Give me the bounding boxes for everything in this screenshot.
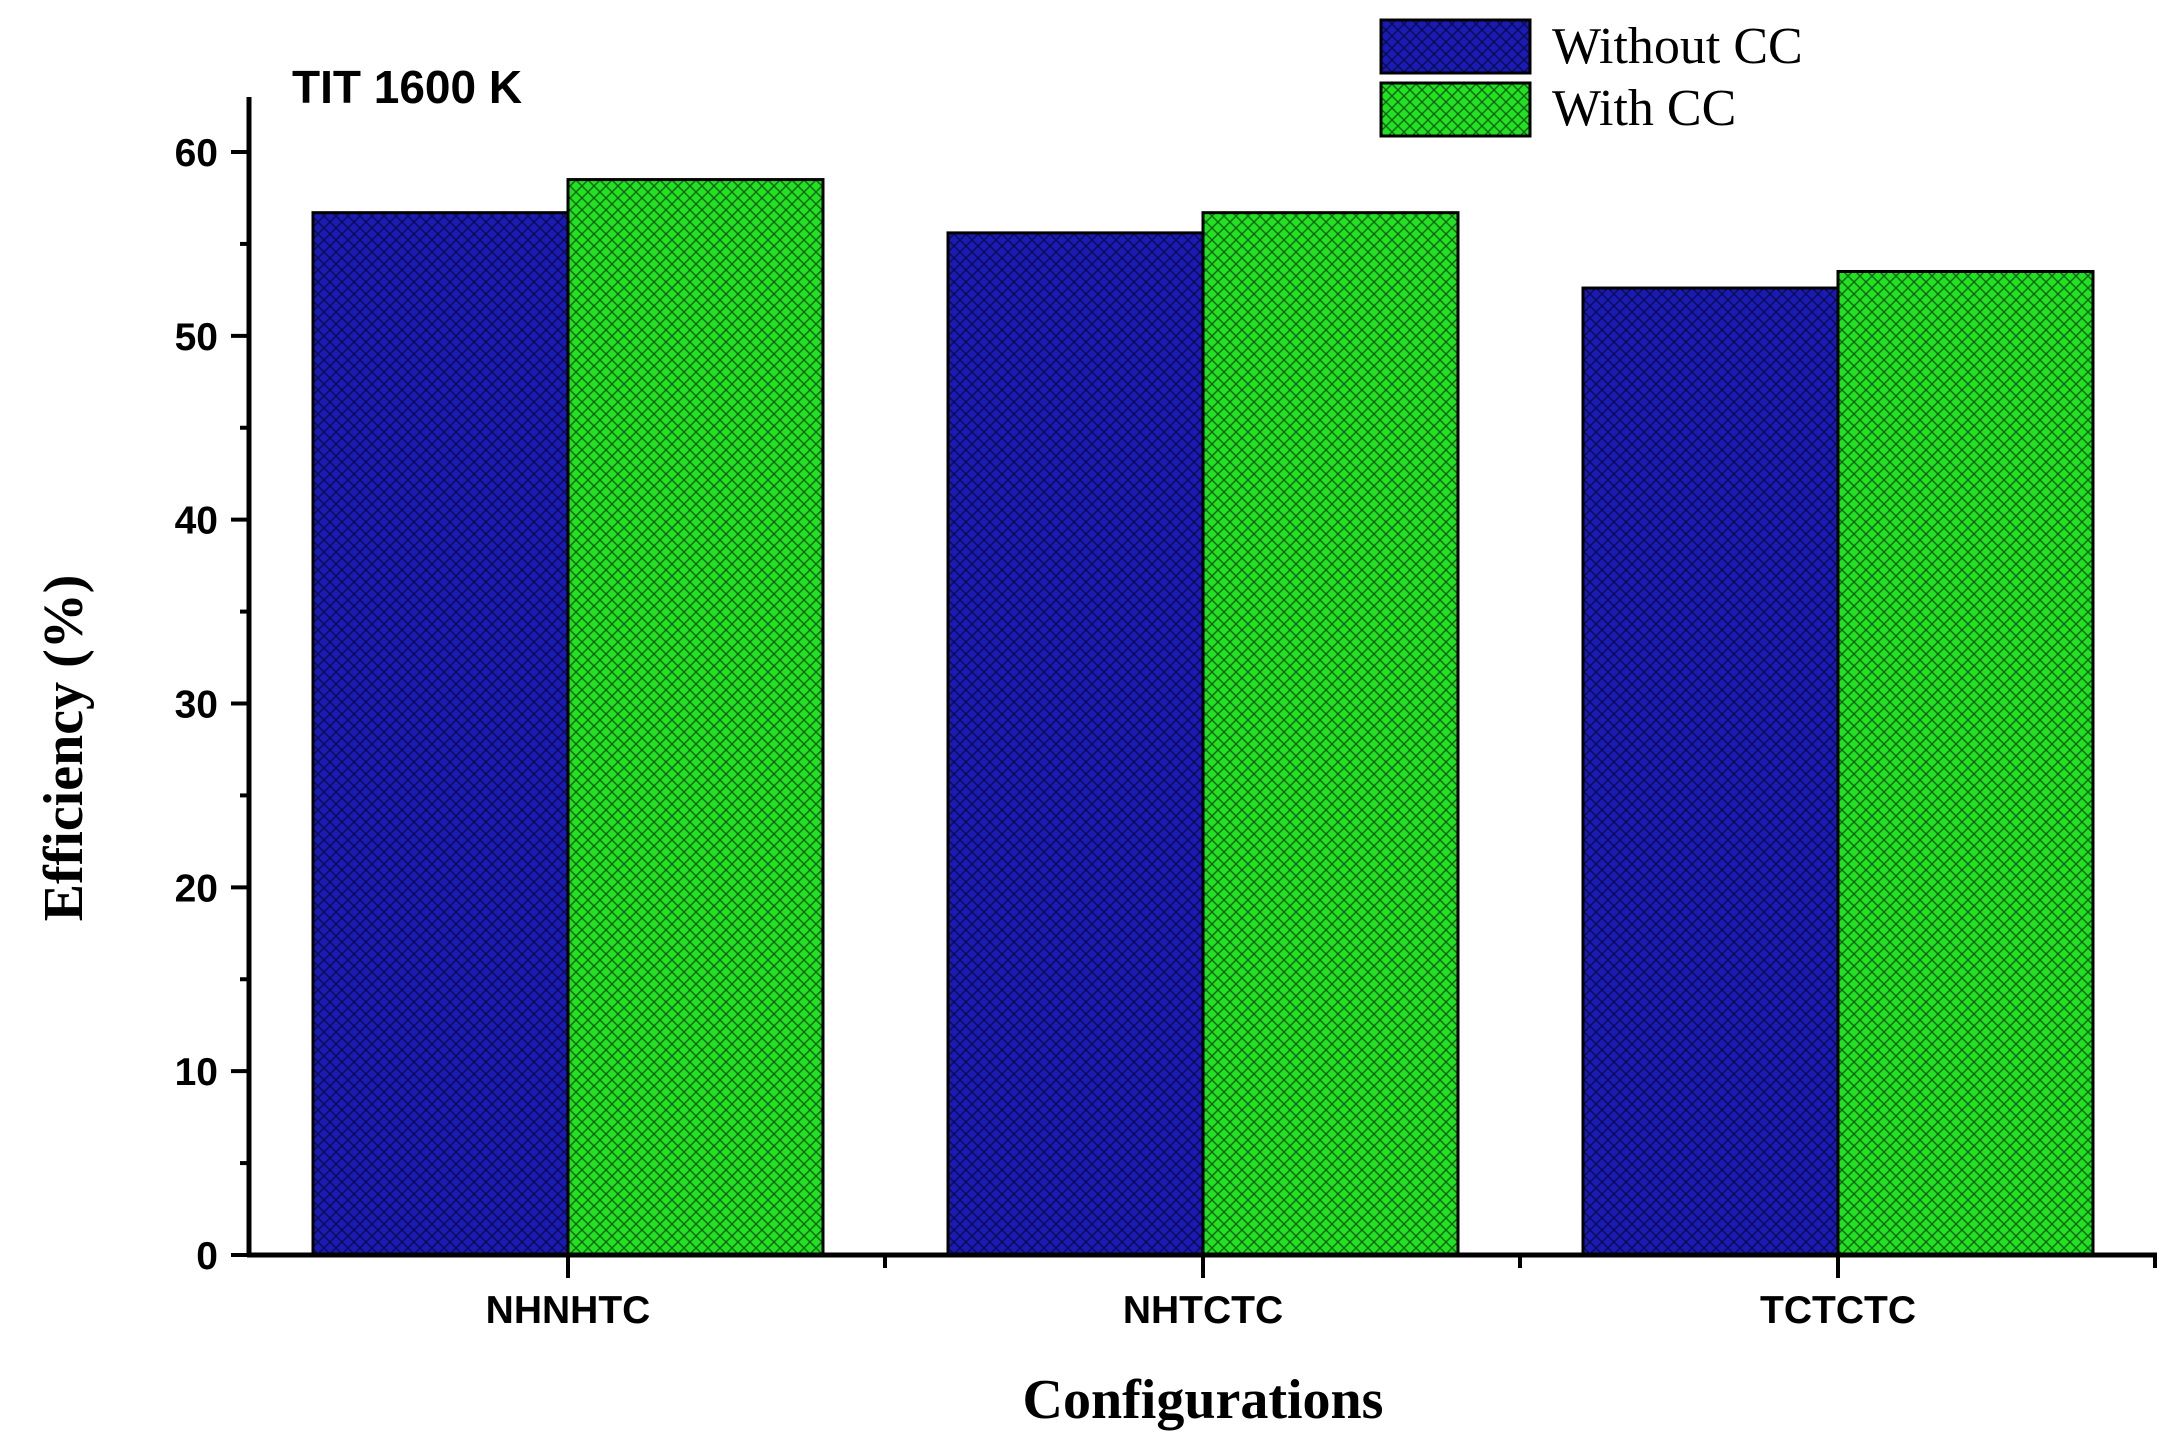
x-axis-title: Configurations [1023,1369,1384,1431]
legend: Without CC With CC [1379,18,1803,138]
legend-label-without-cc: Without CC [1552,18,1803,75]
x-tick-label-nhnhtc: NHNHTC [486,1289,651,1332]
y-tick-label-30: 30 [175,684,218,727]
bar-with-cc-nhtctc [1201,211,1460,1257]
x-ticks-group: NHNHTC NHTCTC TCTCTC [486,1255,2157,1332]
y-tick-label-20: 20 [175,867,218,910]
legend-label-with-cc: With CC [1552,80,1736,137]
bar-without-cc-nhtctc [946,231,1205,1257]
bar-without-cc-nhnhtc [311,211,570,1257]
y-tick-label-10: 10 [175,1051,218,1094]
x-tick-label-nhtctc: NHTCTC [1123,1289,1283,1332]
chart-annotation: TIT 1600 K [292,61,522,113]
bars-group [311,178,2095,1257]
legend-swatch-with-cc [1379,81,1532,138]
bar-with-cc-nhnhtc [566,178,825,1257]
bar-without-cc-tctctc [1581,286,1840,1257]
legend-swatch-without-cc [1379,18,1532,75]
y-tick-label-60: 60 [175,132,218,175]
y-tick-label-40: 40 [175,500,218,543]
bar-with-cc-tctctc [1836,269,2095,1257]
y-tick-label-0: 0 [196,1235,218,1278]
y-tick-label-50: 50 [175,316,218,359]
y-ticks-group: 0 10 20 30 40 50 60 [175,132,249,1278]
x-tick-label-tctctc: TCTCTC [1760,1289,1916,1332]
y-axis-title: Efficiency (%) [33,575,95,922]
